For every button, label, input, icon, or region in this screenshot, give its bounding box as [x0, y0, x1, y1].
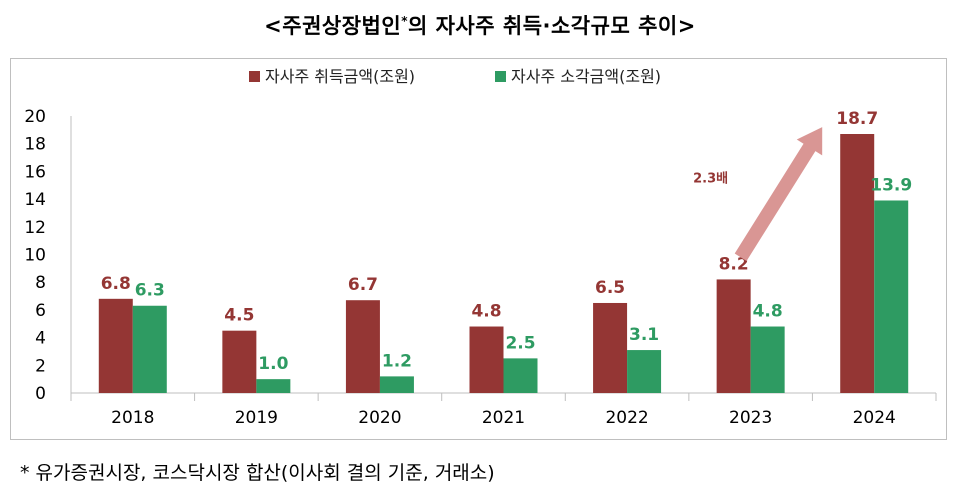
- bar-acquisition-2018: [98, 298, 133, 393]
- chart-title: <주권상장법인*의 자사주 취득·소각규모 추이>: [0, 10, 960, 40]
- title-rest: 의 자사주 취득·소각규모 추이>: [407, 14, 696, 38]
- bar-acquisition-2021: [469, 326, 504, 393]
- bar-retirement-2022: [627, 350, 662, 393]
- bar-retirement-2021: [503, 358, 538, 393]
- data-label-acquisition-2021: 4.8: [471, 302, 501, 322]
- x-tick-label-2023: 2023: [729, 408, 772, 428]
- y-tick-label-8: 16: [24, 162, 46, 182]
- legend-swatch-acquisition: [249, 71, 260, 82]
- y-tick-label-4: 8: [35, 273, 46, 293]
- growth-arrow: [734, 127, 823, 261]
- data-label-retirement-2020: 1.2: [382, 351, 412, 371]
- bar-chart: 0 2 4 6 8 10 12 14 16 18 20 2018 6.8 6.3 2019 4.5 1.0 202…: [24, 67, 937, 428]
- bar-retirement-2020: [379, 376, 414, 393]
- x-tick-label-2024: 2024: [853, 408, 896, 428]
- chart-panel: 0 2 4 6 8 10 12 14 16 18 20 2018 6.8 6.3 2019 4.5 1.0 202…: [10, 58, 947, 440]
- y-tick-label-6: 12: [24, 218, 46, 238]
- data-label-retirement-2023: 4.8: [753, 302, 783, 322]
- footnote: * 유가증권시장, 코스닥시장 합산(이사회 결의 기준, 거래소): [20, 462, 495, 484]
- data-label-acquisition-2019: 4.5: [224, 306, 254, 326]
- y-tick-label-7: 14: [24, 190, 46, 210]
- bar-retirement-2023: [750, 326, 785, 393]
- growth-arrow-shape: [734, 127, 823, 261]
- bar-acquisition-2020: [345, 300, 380, 393]
- y-tick-label-9: 18: [24, 135, 46, 155]
- data-label-acquisition-2020: 6.7: [348, 275, 378, 295]
- y-tick-label-5: 10: [24, 246, 46, 266]
- x-tick-label-2022: 2022: [605, 408, 648, 428]
- title-footnote-mark: *: [401, 14, 408, 28]
- bar-retirement-2024: [874, 200, 909, 393]
- data-label-retirement-2021: 2.5: [505, 333, 535, 353]
- y-tick-label-3: 6: [35, 301, 46, 321]
- x-tick-label-2020: 2020: [358, 408, 401, 428]
- x-tick-label-2018: 2018: [111, 408, 154, 428]
- y-tick-label-10: 20: [24, 107, 46, 127]
- data-label-acquisition-2022: 6.5: [595, 278, 625, 298]
- bar-retirement-2019: [256, 379, 291, 393]
- legend-label-retirement: 자사주 소각금액(조원): [511, 67, 661, 86]
- bar-acquisition-2019: [222, 330, 257, 393]
- y-tick-label-0: 0: [35, 384, 46, 404]
- data-label-retirement-2019: 1.0: [258, 354, 288, 374]
- data-label-retirement-2022: 3.1: [629, 325, 659, 345]
- bar-acquisition-2023: [716, 279, 751, 393]
- legend-label-acquisition: 자사주 취득금액(조원): [265, 67, 415, 86]
- y-tick-label-1: 2: [35, 356, 46, 376]
- data-label-acquisition-2024: 18.7: [836, 109, 878, 129]
- x-tick-label-2021: 2021: [482, 408, 525, 428]
- legend-swatch-retirement: [495, 71, 506, 82]
- bar-acquisition-2022: [593, 302, 628, 393]
- x-tick-label-2019: 2019: [235, 408, 278, 428]
- data-label-acquisition-2018: 6.8: [101, 274, 131, 294]
- growth-annotation-label: 2.3배: [693, 170, 728, 186]
- y-tick-label-2: 4: [35, 329, 46, 349]
- data-label-retirement-2024: 13.9: [870, 175, 912, 195]
- bar-retirement-2018: [132, 305, 167, 393]
- data-label-acquisition-2023: 8.2: [719, 254, 749, 274]
- data-label-retirement-2018: 6.3: [135, 281, 165, 301]
- title-main: <주권상장법인: [264, 14, 402, 38]
- bar-acquisition-2024: [840, 134, 875, 393]
